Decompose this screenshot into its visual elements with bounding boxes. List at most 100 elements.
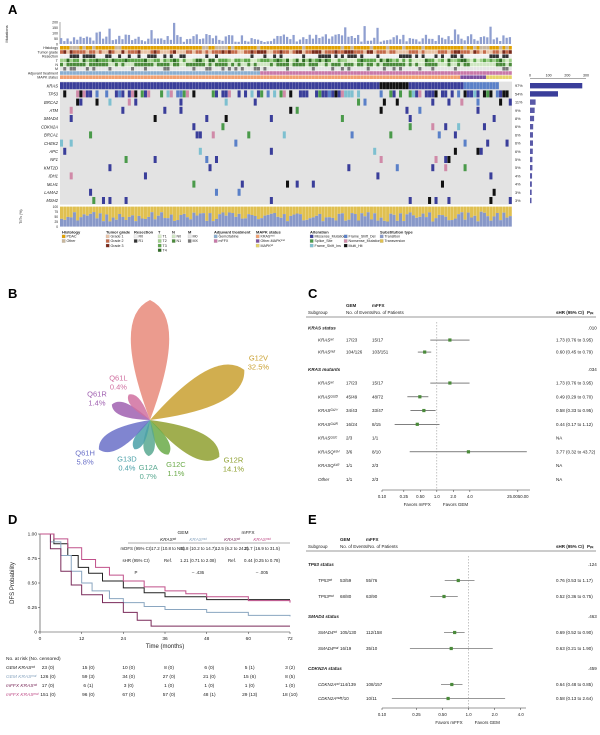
clinical-cell [376, 62, 380, 67]
clinical-cell [82, 71, 86, 75]
forest-row-gem: 114/139 [340, 682, 356, 687]
legend-item-label: Multi_Hit [349, 244, 363, 248]
gene-pct: 8% [515, 117, 521, 121]
clinical-cell [492, 54, 496, 58]
mutation-count-bar [395, 35, 399, 44]
alteration-cell [431, 164, 435, 172]
clinical-cell [347, 71, 351, 75]
alteration-cell [428, 82, 432, 90]
clinical-cell [315, 50, 319, 54]
clinical-cell [318, 67, 322, 71]
clinical-row-label: MAPK status [37, 76, 58, 80]
clinical-cell [72, 67, 76, 71]
clinical-cell [324, 71, 328, 75]
mutation-count-bar [208, 35, 211, 44]
clinical-cell [360, 67, 364, 71]
transition-bar [298, 214, 302, 227]
clinical-cell [363, 62, 367, 67]
alteration-cell [160, 82, 164, 90]
transition-bar [411, 215, 415, 227]
mutation-count-bar [121, 39, 124, 44]
clinical-cell [253, 58, 257, 63]
clinical-cell [95, 62, 99, 67]
clinical-cell [473, 67, 477, 71]
alteration-cell [321, 82, 325, 90]
forest-point [450, 682, 454, 687]
clinical-cell [363, 58, 367, 63]
transversion-bar [308, 206, 312, 219]
clinical-cell [247, 46, 251, 50]
risk-row-label: GEM KRASʷᵗ [6, 665, 36, 671]
clinical-cell [176, 46, 180, 50]
mutation-count-bar [421, 38, 424, 44]
clinical-cell [101, 58, 105, 63]
alteration-cell [295, 180, 299, 188]
clinical-cell [305, 67, 309, 71]
clinical-cell [176, 50, 180, 54]
clinical-cell [218, 71, 222, 75]
forest-row-mffx: 10/11 [366, 696, 377, 701]
clinical-cell [395, 50, 399, 54]
alteration-cell [492, 115, 496, 122]
clinical-cell [227, 50, 231, 54]
clinical-cell [273, 75, 277, 79]
clinical-cell [457, 62, 461, 67]
km-x-tick-label: 0 [39, 636, 42, 642]
mutation-count-bar [173, 22, 176, 44]
transversion-bar [360, 206, 364, 214]
alteration-cell [482, 123, 486, 131]
alteration-cell [189, 82, 193, 90]
mutation-count-bar [205, 34, 208, 44]
clinical-cell [240, 54, 244, 58]
clinical-cell [450, 50, 454, 54]
forest-row-gem: 105/130 [340, 630, 357, 635]
clinical-cell [173, 50, 177, 54]
alteration-cell [134, 98, 138, 106]
clinical-cell [205, 71, 209, 75]
alteration-cell [173, 82, 177, 90]
clinical-cell [247, 62, 251, 67]
clinical-cell [399, 54, 403, 58]
clinical-cell [311, 71, 315, 75]
mutation-count-bar [85, 36, 89, 44]
clinical-cell [60, 75, 64, 79]
alteration-cell [266, 82, 270, 90]
clinical-cell [173, 46, 177, 50]
forest-point [448, 338, 452, 342]
alteration-cell [453, 131, 457, 139]
alteration-cell [153, 156, 157, 163]
transition-bar [357, 220, 361, 227]
forest-row-hr: 0.64 (0.48 to 0.85) [556, 682, 593, 687]
favors-right: Favors GEM [443, 502, 469, 507]
clinical-cell [421, 46, 425, 50]
clinical-cell [405, 67, 409, 71]
flower-petal [111, 401, 150, 420]
legend-item-label: mFFX [219, 239, 229, 243]
right-axis-tick: 300 [583, 74, 589, 78]
clinical-cell [386, 54, 390, 58]
clinical-cell [282, 71, 286, 75]
transversion-bar [466, 206, 470, 213]
alteration-cell [318, 82, 322, 90]
legend-swatch [61, 239, 66, 243]
alteration-cell [411, 90, 415, 98]
clinical-cell [308, 50, 312, 54]
forest-point [442, 594, 446, 599]
mutation-count-bar [486, 37, 489, 44]
gene-freq-bar [530, 124, 534, 130]
mutation-count-bar [169, 39, 173, 44]
transition-bar [431, 221, 435, 227]
transition-bar [305, 219, 309, 227]
legend-title: Resection [134, 230, 154, 235]
clinical-cell [124, 71, 128, 75]
transition-bar [476, 221, 480, 227]
clinical-cell [92, 46, 96, 50]
clinical-cell [344, 54, 348, 58]
clinical-cell [308, 62, 312, 67]
clinical-cell [418, 46, 422, 50]
clinical-cell [179, 46, 183, 50]
transversion-bar [453, 206, 457, 219]
mutation-count-bar [198, 39, 202, 44]
transition-bar [266, 214, 270, 227]
clinical-cell [282, 50, 286, 54]
